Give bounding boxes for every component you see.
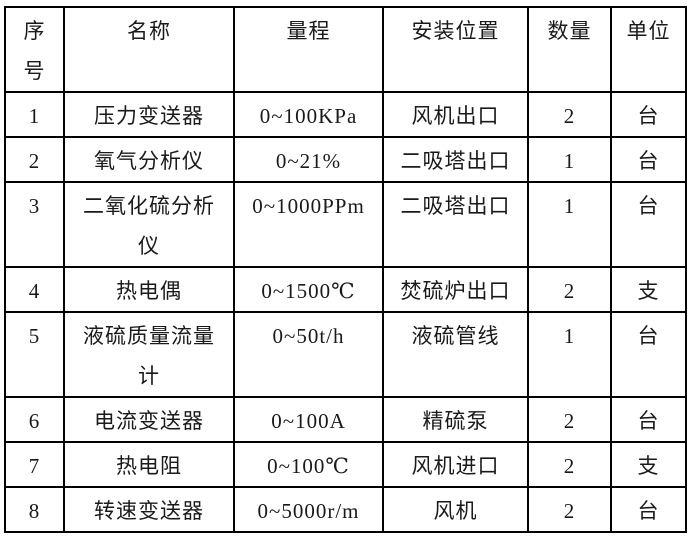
cell-name: 电流变送器 (63, 396, 235, 443)
cell-qty: 1 (527, 181, 612, 268)
cell-seq: 2 (4, 136, 65, 183)
cell-location: 二吸塔出口 (382, 136, 529, 183)
cell-range: 0~100KPa (233, 91, 384, 138)
cell-qty: 1 (527, 136, 612, 183)
col-header-name: 名称 (63, 6, 235, 93)
cell-seq: 6 (4, 396, 65, 443)
table-row: 1 压力变送器 0~100KPa 风机出口 2 台 (4, 91, 687, 138)
cell-range: 0~50t/h (233, 311, 384, 398)
cell-name-text: 氧气分析仪 (93, 149, 204, 173)
cell-name-text: 压力变送器 (93, 104, 204, 128)
cell-location: 风机进口 (382, 441, 529, 488)
cell-unit: 支 (610, 266, 687, 313)
cell-unit: 台 (610, 136, 687, 183)
table-row: 2 氧气分析仪 0~21% 二吸塔出口 1 台 (4, 136, 687, 183)
cell-name: 热电偶 (63, 266, 235, 313)
cell-name-text: 热电偶 (115, 279, 182, 303)
cell-qty: 1 (527, 311, 612, 398)
cell-seq: 8 (4, 486, 65, 533)
cell-name-text: 转速变送器 (93, 499, 204, 523)
cell-unit: 台 (610, 486, 687, 533)
cell-seq: 5 (4, 311, 65, 398)
cell-name: 压力变送器 (63, 91, 235, 138)
cell-unit: 台 (610, 181, 687, 268)
cell-name: 氧气分析仪 (63, 136, 235, 183)
cell-qty: 2 (527, 441, 612, 488)
cell-seq: 3 (4, 181, 65, 268)
table-row: 7 热电阻 0~100℃ 风机进口 2 支 (4, 441, 687, 488)
col-header-qty: 数量 (527, 6, 612, 93)
cell-qty: 2 (527, 486, 612, 533)
cell-location: 焚硫炉出口 (382, 266, 529, 313)
cell-range: 0~5000r/m (233, 486, 384, 533)
table-row: 3 二氧化硫分析仪 0~1000PPm 二吸塔出口 1 台 (4, 181, 687, 268)
cell-location: 精硫泵 (382, 396, 529, 443)
cell-seq: 1 (4, 91, 65, 138)
col-header-location: 安装位置 (382, 6, 529, 93)
cell-unit: 台 (610, 311, 687, 398)
col-header-range: 量程 (233, 6, 384, 93)
cell-location: 风机 (382, 486, 529, 533)
cell-location: 风机出口 (382, 91, 529, 138)
cell-seq: 4 (4, 266, 65, 313)
cell-name-text: 电流变送器 (93, 409, 204, 433)
cell-unit: 台 (610, 396, 687, 443)
cell-qty: 2 (527, 266, 612, 313)
cell-name: 转速变送器 (63, 486, 235, 533)
cell-qty: 2 (527, 396, 612, 443)
table-row: 8 转速变送器 0~5000r/m 风机 2 台 (4, 486, 687, 533)
cell-location: 液硫管线 (382, 311, 529, 398)
cell-name: 热电阻 (63, 441, 235, 488)
cell-range: 0~1000PPm (233, 181, 384, 268)
col-header-seq: 序号 (4, 6, 65, 93)
table-row: 6 电流变送器 0~100A 精硫泵 2 台 (4, 396, 687, 443)
cell-unit: 台 (610, 91, 687, 138)
cell-name: 液硫质量流量计 (63, 311, 235, 398)
cell-location: 二吸塔出口 (382, 181, 529, 268)
cell-range: 0~1500℃ (233, 266, 384, 313)
cell-name-text: 热电阻 (115, 454, 182, 478)
cell-unit: 支 (610, 441, 687, 488)
cell-range: 0~21% (233, 136, 384, 183)
col-header-seq-label: 序号 (23, 19, 46, 83)
cell-range: 0~100℃ (233, 441, 384, 488)
cell-name-text: 液硫质量流量计 (82, 324, 215, 388)
table-row: 5 液硫质量流量计 0~50t/h 液硫管线 1 台 (4, 311, 687, 398)
header-row: 序号 名称 量程 安装位置 数量 单位 (4, 6, 687, 93)
cell-name: 二氧化硫分析仪 (63, 181, 235, 268)
cell-name-text: 二氧化硫分析仪 (82, 194, 215, 258)
cell-range: 0~100A (233, 396, 384, 443)
col-header-unit: 单位 (610, 6, 687, 93)
table-row: 4 热电偶 0~1500℃ 焚硫炉出口 2 支 (4, 266, 687, 313)
instrument-spec-table: 序号 名称 量程 安装位置 数量 单位 1 压力变送器 0~100KPa 风机出… (4, 6, 687, 533)
cell-qty: 2 (527, 91, 612, 138)
cell-seq: 7 (4, 441, 65, 488)
